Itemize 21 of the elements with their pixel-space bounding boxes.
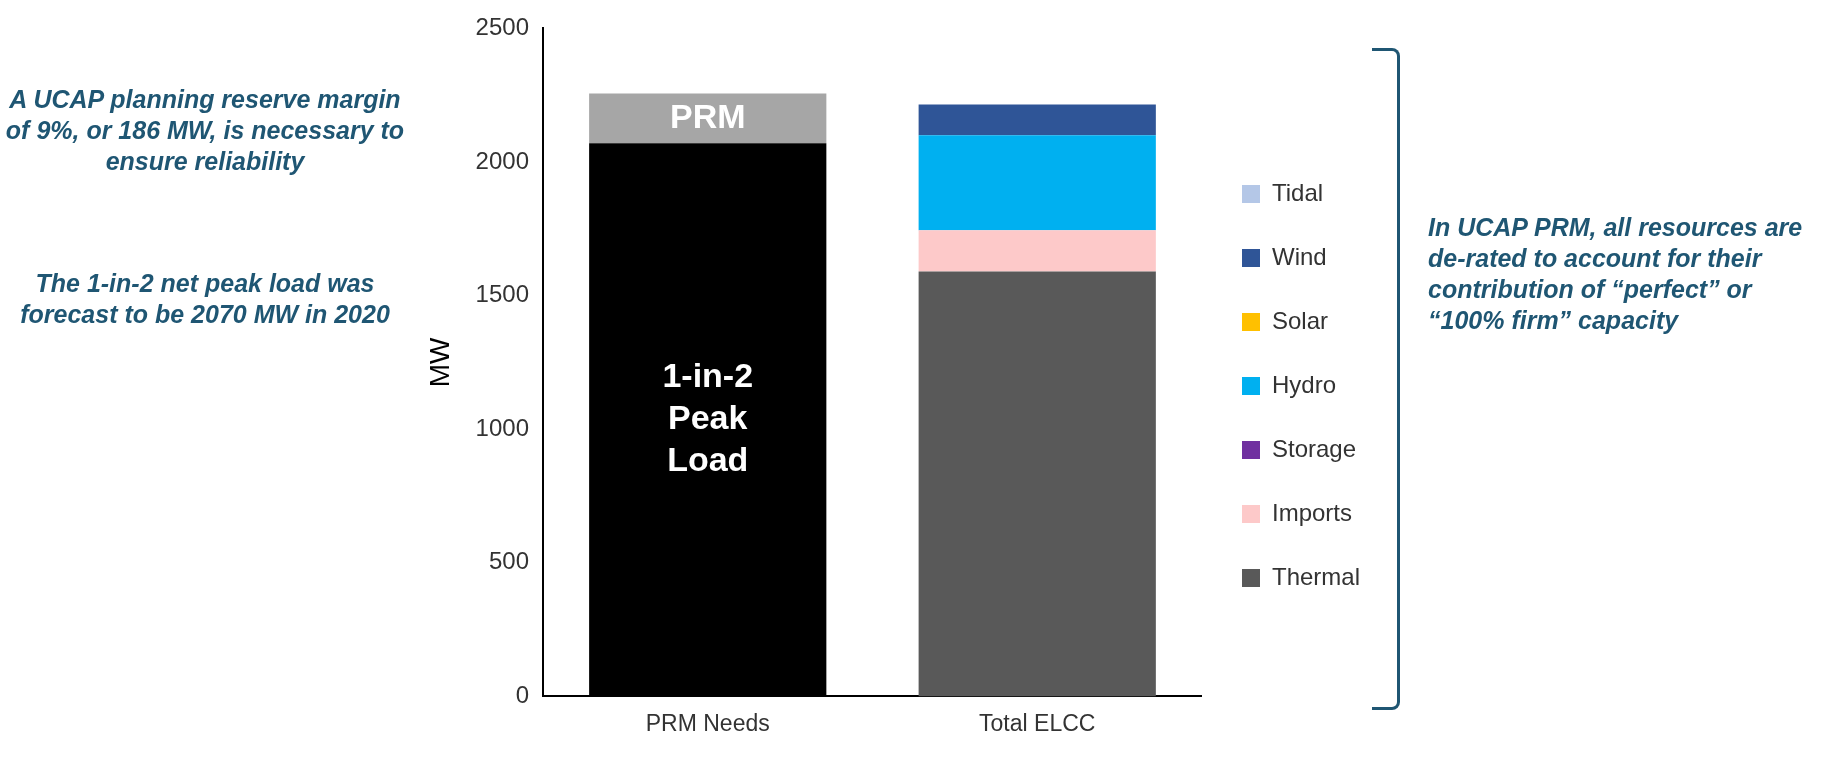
legend-label: Hydro — [1271, 370, 1337, 398]
legend-label: Tidal — [1271, 178, 1324, 206]
text: The 1-in-2 net peak load was forecast to be 2070 MW in 2020 — [19, 268, 391, 330]
y-tick-label: 2000 — [475, 146, 529, 174]
text: In UCAP PRM, all resources are de-rated to account for their contribution of “perfect” or “100% firm” capacity — [1428, 212, 1804, 336]
legend-label: Thermal — [1271, 562, 1361, 590]
annotation: PRM — [669, 96, 746, 135]
x-tick-label: PRM Needs — [645, 709, 770, 736]
legend-label: Imports — [1271, 498, 1352, 526]
legend-label: Wind — [1271, 242, 1327, 270]
x-tick-label: Total ELCC — [979, 709, 1096, 736]
y-tick-label: 1000 — [475, 413, 529, 441]
text: A UCAP planning reserve margin of 9%, or 186 MW, is necessary to ensure reliability — [4, 84, 406, 177]
legend-label: Storage — [1271, 434, 1357, 462]
y-tick-label: 500 — [488, 547, 529, 575]
y-tick-label: 2500 — [475, 13, 529, 41]
y-axis-title: MW — [423, 336, 455, 388]
annotation: 1-in-2 Peak Load — [662, 356, 754, 479]
legend-label: Solar — [1271, 306, 1329, 334]
y-tick-label: 1500 — [475, 280, 529, 308]
y-tick-label: 0 — [515, 681, 529, 709]
